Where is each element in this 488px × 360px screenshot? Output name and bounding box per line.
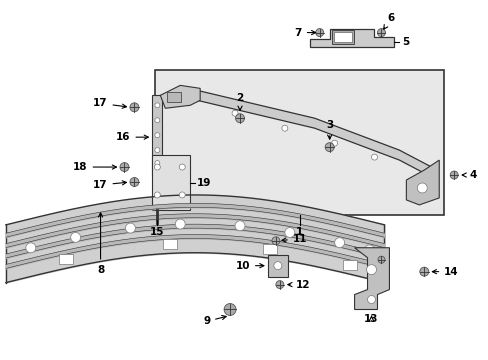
Text: 5: 5 — [402, 36, 409, 46]
Bar — [163, 239, 177, 249]
Circle shape — [273, 262, 281, 270]
Text: 17: 17 — [93, 98, 126, 108]
Circle shape — [120, 163, 129, 171]
Circle shape — [154, 192, 160, 198]
Circle shape — [175, 219, 185, 229]
Circle shape — [224, 303, 236, 315]
Circle shape — [125, 223, 135, 233]
Circle shape — [130, 103, 139, 112]
Circle shape — [366, 265, 376, 275]
Circle shape — [155, 103, 160, 108]
Circle shape — [271, 237, 279, 245]
Polygon shape — [197, 90, 436, 180]
Circle shape — [179, 164, 185, 170]
Circle shape — [155, 161, 160, 166]
Circle shape — [154, 164, 160, 170]
Circle shape — [315, 28, 323, 37]
Text: 8: 8 — [97, 213, 104, 275]
Text: 19: 19 — [197, 178, 211, 188]
Circle shape — [235, 221, 244, 231]
Polygon shape — [309, 28, 394, 46]
Polygon shape — [406, 160, 438, 205]
Circle shape — [155, 148, 160, 153]
Bar — [342, 260, 356, 270]
Bar — [267, 255, 287, 276]
Circle shape — [331, 140, 337, 146]
Circle shape — [155, 133, 160, 138]
Circle shape — [419, 267, 428, 276]
Circle shape — [449, 171, 457, 179]
Bar — [59, 255, 73, 265]
Text: 14: 14 — [431, 267, 458, 276]
Bar — [152, 95, 162, 175]
Text: 10: 10 — [235, 261, 264, 271]
Circle shape — [232, 110, 238, 116]
Text: 16: 16 — [116, 132, 148, 142]
Circle shape — [416, 183, 427, 193]
Circle shape — [130, 177, 139, 186]
Circle shape — [367, 296, 375, 303]
Circle shape — [377, 256, 384, 263]
Bar — [263, 244, 276, 254]
Bar — [333, 32, 351, 41]
Text: 15: 15 — [150, 227, 164, 237]
Circle shape — [285, 228, 294, 238]
Circle shape — [155, 118, 160, 123]
Polygon shape — [160, 85, 200, 108]
Text: 13: 13 — [364, 314, 378, 324]
Text: 17: 17 — [93, 180, 126, 190]
Circle shape — [325, 143, 333, 152]
Circle shape — [281, 125, 287, 131]
Circle shape — [364, 245, 374, 255]
Polygon shape — [354, 248, 388, 310]
Text: 3: 3 — [325, 120, 333, 139]
Text: 6: 6 — [383, 13, 394, 29]
Bar — [167, 92, 181, 102]
Text: 7: 7 — [294, 28, 315, 37]
Circle shape — [334, 238, 344, 248]
Text: 9: 9 — [203, 315, 225, 327]
Circle shape — [71, 233, 81, 242]
Circle shape — [235, 114, 244, 123]
Bar — [331, 30, 353, 44]
Text: 18: 18 — [73, 162, 116, 172]
Text: 2: 2 — [236, 93, 243, 110]
Text: 12: 12 — [287, 280, 310, 289]
Circle shape — [26, 243, 36, 253]
Circle shape — [179, 192, 185, 198]
Circle shape — [371, 154, 377, 160]
Text: 11: 11 — [281, 234, 306, 244]
Bar — [152, 155, 190, 210]
Circle shape — [377, 28, 385, 37]
Circle shape — [275, 280, 283, 289]
Text: 4: 4 — [461, 170, 475, 180]
Bar — [155, 71, 443, 215]
Text: 1: 1 — [296, 227, 303, 237]
